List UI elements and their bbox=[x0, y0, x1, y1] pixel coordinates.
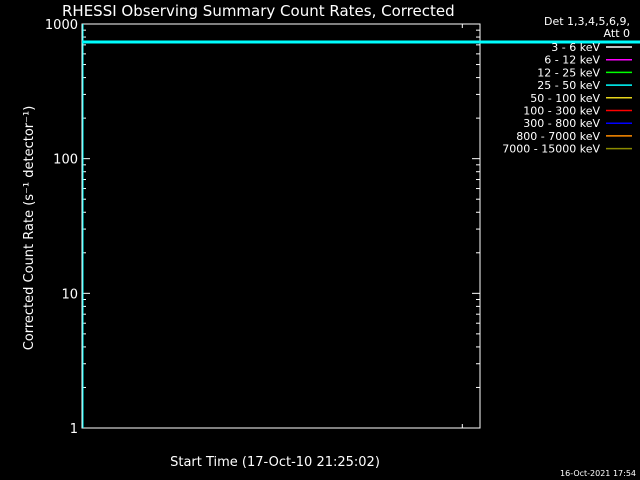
y-tick-label: 1 bbox=[70, 422, 78, 437]
plot-border bbox=[81, 23, 481, 429]
y-tick-label: 100 bbox=[53, 153, 78, 168]
legend-header: Att 0 bbox=[604, 27, 630, 40]
x-axis-ticks: 21:3021:4522:0022:1522:3022:4523:00 bbox=[461, 24, 463, 428]
legend-entry-label: 300 - 800 keV bbox=[523, 117, 600, 130]
chart-title: RHESSI Observing Summary Count Rates, Co… bbox=[62, 2, 455, 20]
plot-timestamp: 16-Oct-2021 17:54 bbox=[560, 469, 636, 478]
legend-entry-label: 50 - 100 keV bbox=[530, 92, 600, 105]
y-tick-label: 10 bbox=[61, 287, 78, 302]
legend-entry-label: 7000 - 15000 keV bbox=[502, 143, 600, 156]
y-axis-ticks: 1 10 100 1000 bbox=[45, 18, 480, 437]
x-axis-label: Start Time (17-Oct-10 21:25:02) bbox=[170, 455, 380, 470]
y-axis-label: Corrected Count Rate (s⁻¹ detector⁻¹) bbox=[22, 106, 37, 351]
legend-header: Det 1,3,4,5,6,9, bbox=[544, 15, 630, 28]
legend-entry-label: 12 - 25 keV bbox=[537, 66, 600, 79]
legend-entry-label: 3 - 6 keV bbox=[551, 41, 600, 54]
legend-entry-label: 25 - 50 keV bbox=[537, 79, 600, 92]
legend-entry-label: 100 - 300 keV bbox=[523, 105, 600, 118]
plot-frame bbox=[81, 23, 481, 429]
y-tick-label: 1000 bbox=[45, 18, 78, 33]
legend-entry-label: 6 - 12 keV bbox=[544, 54, 600, 67]
attenuator-overlays: N bbox=[82, 24, 640, 428]
legend-entry-label: 800 - 7000 keV bbox=[516, 130, 600, 143]
